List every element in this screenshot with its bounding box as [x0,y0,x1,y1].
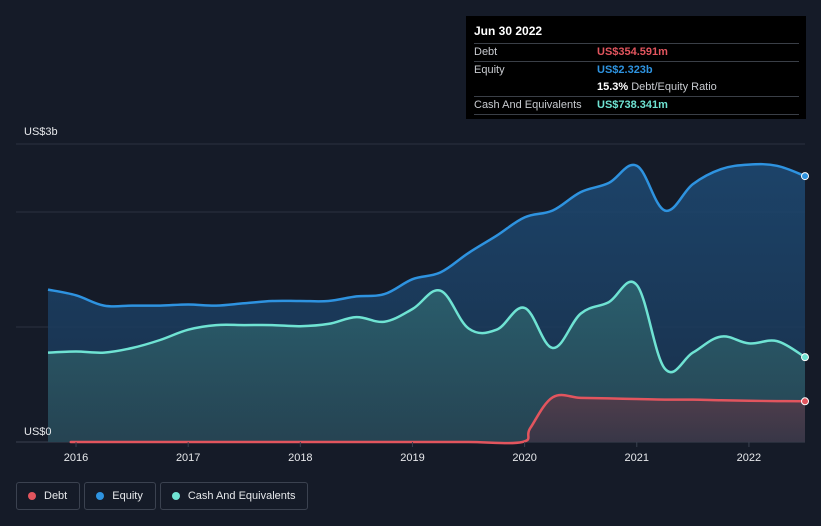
debt-dot-icon [28,492,36,500]
tooltip-debt-value: US$354.591m [597,46,668,58]
tooltip-row-debt: Debt US$354.591m [474,43,799,61]
series-lines [47,162,806,445]
tooltip-row-equity: Equity US$2.323b [474,61,799,79]
cash-dot-icon [171,492,180,500]
tooltip-panel: Jun 30 2022 Debt US$354.591m Equity US$2… [466,16,806,119]
tooltip-equity-label: Equity [474,64,505,76]
x-tick-label: 2022 [737,452,761,464]
x-tick-label: 2016 [64,452,88,464]
tooltip-cash-value: US$738.341m [597,99,668,111]
legend-debt-label: Debt [44,490,68,502]
x-tick-label: 2019 [400,452,424,464]
tooltip-row-cash: Cash And Equivalents US$738.341m [474,96,799,115]
equity-line [47,162,806,308]
x-tick-label: 2017 [176,452,200,464]
cash-line [47,280,806,374]
legend-item-cash[interactable]: Cash And Equivalents [159,482,309,510]
x-tick-label: 2018 [288,452,312,464]
legend-item-debt[interactable]: Debt [16,482,81,510]
cash-end-marker [801,353,809,362]
series-areas [48,164,805,444]
y-axis-labels: US$3b US$0 [24,126,58,438]
x-tick-label: 2021 [625,452,649,464]
tooltip-debt-label: Debt [474,46,498,58]
debt-area [48,394,805,444]
y-label-top: US$3b [24,126,58,138]
legend-cash-label: Cash And Equivalents [187,490,296,502]
equity-dot-icon [96,492,105,500]
tooltip-ratio-label: Debt/Equity Ratio [631,81,717,93]
debt-line [69,393,806,445]
end-markers [801,172,809,406]
tooltip-row-ratio: 15.3% Debt/Equity Ratio [474,79,799,96]
equity-end-marker [801,172,809,181]
tooltip-equity-value: US$2.323b [597,64,653,76]
debt-end-marker [801,397,809,406]
legend: Debt Equity Cash And Equivalents [16,482,309,510]
tooltip-ratio-value: 15.3% [597,81,629,93]
tooltip-date: Jun 30 2022 [474,24,543,38]
y-label-bottom: US$0 [24,426,52,438]
legend-equity-label: Equity [112,490,143,502]
x-axis-ticks: 2016 2017 2018 2019 2020 2021 2022 [64,442,761,464]
x-tick-label: 2020 [512,452,536,464]
legend-item-equity[interactable]: Equity [84,482,156,510]
tooltip-cash-label: Cash And Equivalents [474,99,582,111]
